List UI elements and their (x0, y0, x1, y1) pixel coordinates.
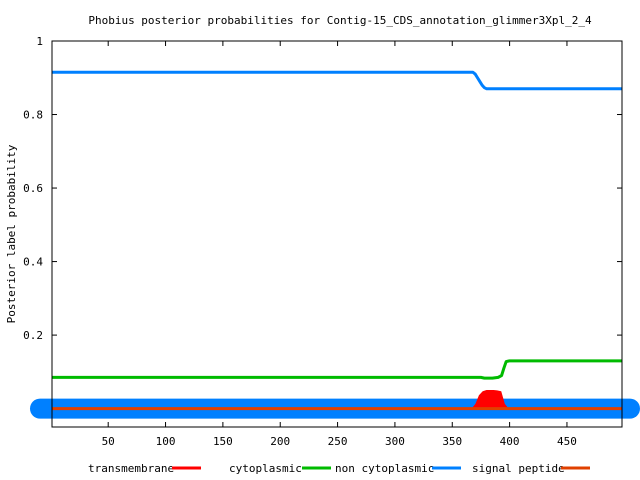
y-axis-label: Posterior label probability (5, 144, 18, 323)
x-tick-label: 150 (213, 435, 233, 448)
y-tick-label: 0.8 (23, 109, 43, 122)
legend-label-transmembrane: transmembrane (88, 462, 174, 475)
y-tick-label: 0.2 (23, 329, 43, 342)
x-tick-label: 350 (442, 435, 462, 448)
x-tick-label: 50 (102, 435, 115, 448)
series-cytoplasmic (52, 359, 622, 380)
y-tick-label: 1 (36, 35, 43, 48)
y-tick-label: 0.6 (23, 182, 43, 195)
x-tick-label: 250 (328, 435, 348, 448)
x-tick-label: 450 (557, 435, 577, 448)
legend-label-non-cytoplasmic: non cytoplasmic (335, 462, 434, 475)
series-non-cytoplasmic (52, 70, 622, 91)
x-tick-label: 200 (270, 435, 290, 448)
chart-title: Phobius posterior probabilities for Cont… (88, 14, 592, 27)
x-tick-label: 400 (500, 435, 520, 448)
legend-label-cytoplasmic: cytoplasmic (229, 462, 302, 475)
x-tick-label: 300 (385, 435, 405, 448)
y-tick-label: 0.4 (23, 256, 43, 269)
x-tick-label: 100 (156, 435, 176, 448)
legend-label-signal-peptide: signal peptide (472, 462, 565, 475)
plot-frame (51, 40, 623, 428)
